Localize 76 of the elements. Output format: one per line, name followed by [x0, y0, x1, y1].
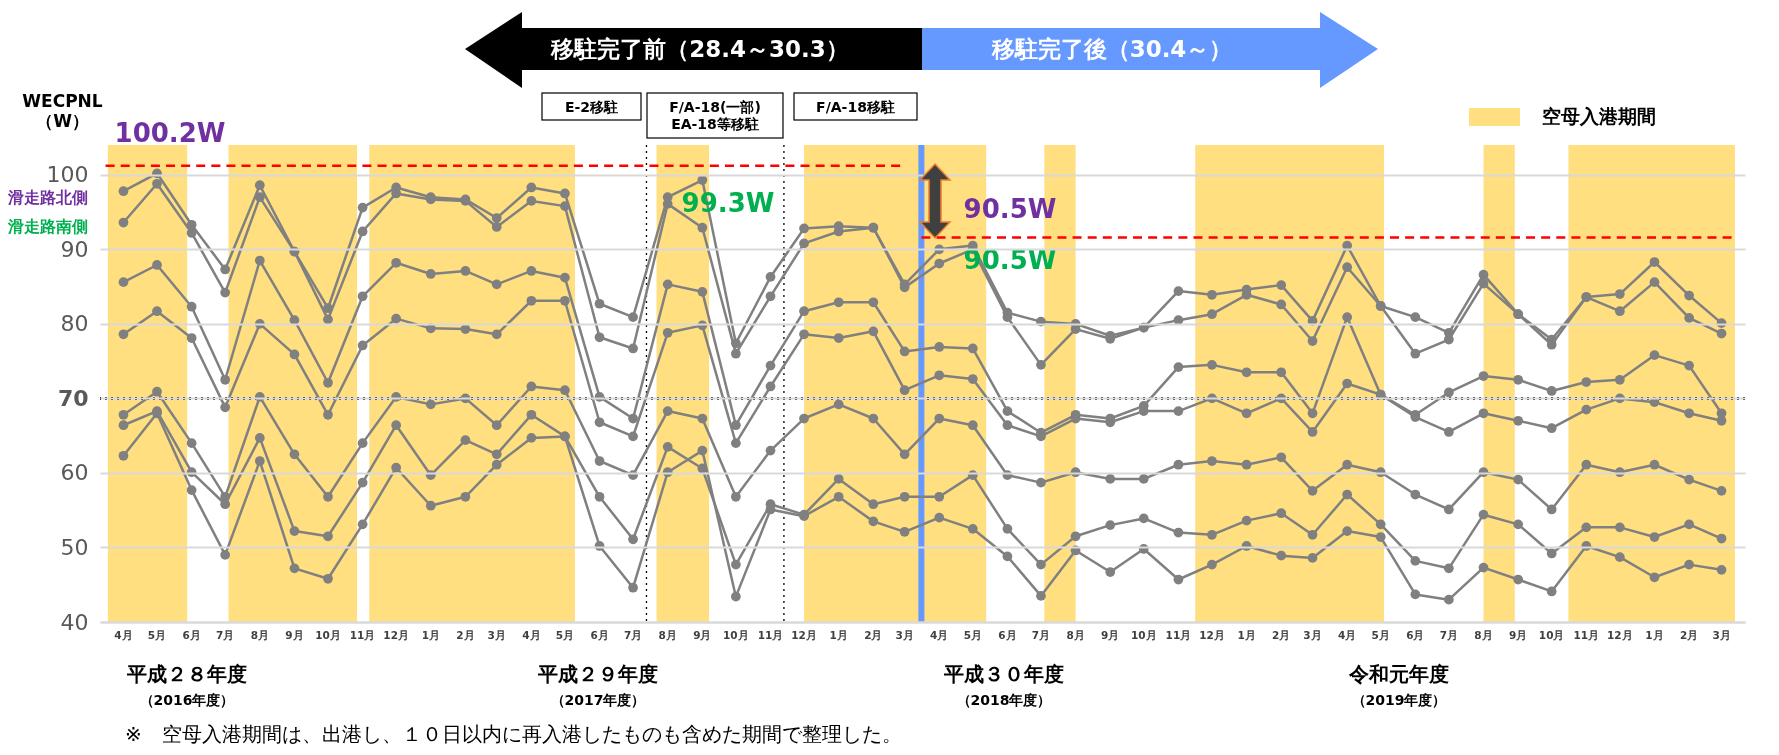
- y-axis-title: WECPNL （W）: [22, 90, 103, 131]
- x-tick-label: 10月: [723, 629, 749, 641]
- x-tick-label: 9月: [1101, 629, 1120, 641]
- x-tick-label: 2月: [456, 629, 475, 641]
- text: （2018年度）: [956, 692, 1052, 708]
- text: 移駐完了前（28.4～30.3）: [550, 36, 849, 62]
- text: 移駐完了後（30.4～）: [990, 36, 1233, 62]
- text: 平成２９年度: [537, 662, 658, 686]
- x-tick-label: 9月: [1508, 629, 1528, 641]
- x-tick-label: 3月: [895, 629, 914, 641]
- x-tick-label: 9月: [285, 629, 304, 641]
- x-tick-label: 6月: [182, 629, 201, 641]
- text: 滑走路南側: [7, 217, 88, 236]
- y-tick-label: 60: [60, 460, 89, 486]
- x-tick-label: 12月: [791, 629, 817, 641]
- y-tick-label: 90: [60, 236, 89, 262]
- x-tick-label: 4月: [522, 629, 541, 641]
- x-tick-label: 8月: [658, 629, 677, 641]
- text: F/A-18(一部) EA-18等移駐: [669, 99, 761, 132]
- y-tick-label: 70: [57, 385, 89, 411]
- legend-label: 空母入港期間: [1542, 105, 1656, 127]
- x-tick-label: 8月: [1474, 629, 1493, 641]
- text: 令和元年度: [1348, 662, 1449, 686]
- y-tick-label: 50: [60, 534, 89, 560]
- text: （2019年度）: [1351, 692, 1447, 708]
- x-tick-label: 5月: [555, 629, 575, 641]
- x-tick-label: 6月: [1406, 629, 1425, 641]
- annotation: 90.5W: [963, 245, 1057, 275]
- x-tick-label: 4月: [930, 629, 949, 641]
- x-tick-label: 11月: [1573, 629, 1600, 641]
- x-tick-label: 1月: [421, 629, 440, 641]
- text: 平成２８年度: [126, 662, 247, 686]
- x-tick-label: 12月: [1607, 629, 1633, 641]
- x-tick-label: 11月: [757, 629, 784, 641]
- x-tick-label: 1月: [1237, 629, 1256, 641]
- x-tick-label: 2月: [864, 629, 883, 641]
- x-tick-label: 10月: [1538, 629, 1565, 641]
- x-tick-label: 7月: [1439, 629, 1459, 641]
- x-tick-label: 12月: [1199, 629, 1225, 641]
- x-tick-label: 10月: [1130, 629, 1157, 641]
- x-tick-label: 11月: [349, 629, 376, 641]
- x-tick-label: 7月: [1031, 629, 1051, 641]
- x-tick-label: 4月: [114, 629, 133, 641]
- x-tick-label: 5月: [147, 629, 167, 641]
- x-tick-label: 3月: [487, 629, 506, 641]
- text: （2017年度）: [550, 692, 646, 708]
- x-tick-label: 3月: [1712, 629, 1731, 641]
- x-tick-label: 12月: [383, 629, 409, 641]
- x-tick-label: 6月: [998, 629, 1017, 641]
- y-tick-label: 100: [46, 162, 89, 188]
- x-tick-label: 1月: [1645, 629, 1664, 641]
- x-tick-label: 5月: [1371, 629, 1390, 641]
- text: ※ 空母入港期間は、出港し、１０日以内に再入港したものも含めた期間で整理した。: [125, 722, 902, 746]
- text: E-2移駐: [564, 98, 619, 115]
- x-tick-label: 9月: [693, 629, 712, 641]
- x-tick-label: 2月: [1272, 629, 1291, 641]
- annotation: 100.2W: [114, 118, 226, 148]
- x-tick-label: 1月: [829, 629, 848, 641]
- x-tick-label: 3月: [1303, 629, 1322, 641]
- x-tick-label: 6月: [590, 629, 609, 641]
- x-tick-label: 2月: [1679, 629, 1699, 641]
- x-tick-label: 7月: [216, 629, 235, 641]
- text: （2016年度）: [139, 692, 235, 708]
- x-tick-label: 4月: [1338, 629, 1357, 641]
- x-tick-label: 7月: [623, 629, 643, 641]
- text: 平成３０年度: [943, 662, 1064, 686]
- annotation: 99.3W: [681, 188, 775, 218]
- x-tick-label: 8月: [1066, 629, 1085, 641]
- x-tick-label: 11月: [1165, 629, 1192, 641]
- text: 滑走路北側: [7, 188, 88, 207]
- y-tick-label: 80: [60, 311, 89, 337]
- x-tick-label: 8月: [250, 629, 269, 641]
- y-tick-label: 40: [60, 609, 89, 635]
- text: F/A-18移駐: [816, 98, 895, 115]
- x-tick-label: 5月: [963, 629, 982, 641]
- x-tick-label: 10月: [315, 629, 341, 641]
